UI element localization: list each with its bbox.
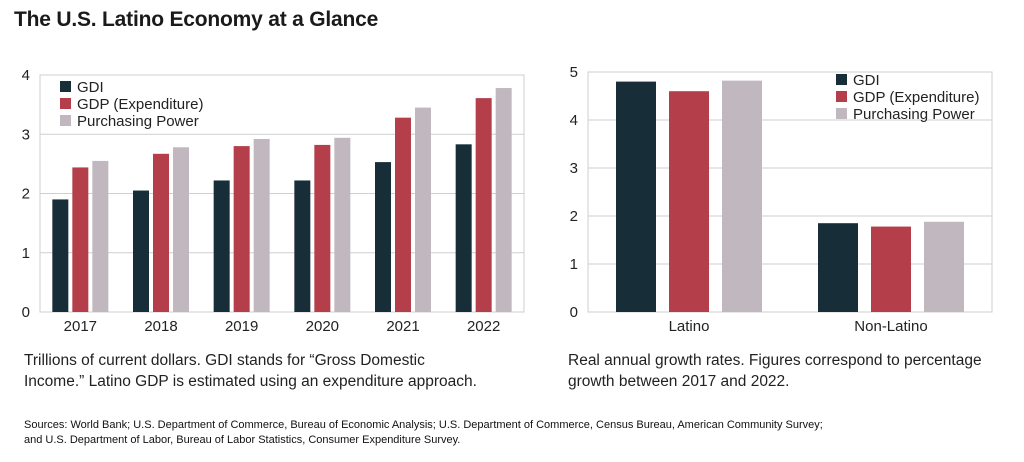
bar: [871, 226, 911, 312]
x-tick-label: Non-Latino: [854, 318, 927, 335]
plot-frame: [587, 71, 993, 313]
bar: [495, 88, 512, 312]
y-tick-label: 3: [570, 160, 578, 177]
caption-line: Income.” Latino GDP is estimated using a…: [24, 373, 477, 390]
y-tick-label: 5: [570, 64, 578, 81]
sources-note: Sources: World Bank; U.S. Department of …: [24, 418, 924, 448]
chart-trillions-caption: Trillions of current dollars. GDI stands…: [24, 350, 524, 392]
bar: [722, 80, 762, 312]
page-title: The U.S. Latino Economy at a Glance: [14, 8, 379, 31]
x-tick-label: 2018: [144, 318, 177, 335]
bar: [294, 180, 311, 312]
chart-growth-caption: Real annual growth rates. Figures corres…: [568, 350, 1008, 392]
y-tick-label: 2: [22, 186, 30, 203]
bar: [415, 107, 431, 313]
legend-label: GDP (Expenditure): [853, 89, 979, 106]
bar: [616, 81, 656, 312]
bar: [924, 221, 964, 312]
caption-line: Trillions of current dollars. GDI stands…: [24, 352, 425, 369]
y-tick-label: 4: [570, 112, 578, 129]
legend-label: GDI: [853, 72, 880, 89]
y-tick-label: 1: [22, 245, 30, 262]
bar: [314, 144, 331, 312]
bar: [375, 162, 391, 312]
caption-line: growth between 2017 and 2022.: [568, 373, 790, 390]
bar: [334, 137, 351, 312]
bar: [133, 190, 149, 312]
sources-line: Sources: World Bank; U.S. Department of …: [24, 419, 823, 431]
y-tick-label: 0: [22, 304, 30, 321]
legend-swatch: [60, 115, 71, 126]
caption-line: Real annual growth rates. Figures corres…: [568, 352, 982, 369]
y-tick-label: 2: [570, 208, 578, 225]
y-tick-label: 1: [570, 256, 578, 273]
plot-frame: [39, 74, 525, 313]
bar: [52, 199, 69, 312]
x-tick-label: 2020: [306, 318, 339, 335]
bar: [233, 146, 250, 312]
legend-swatch: [836, 108, 847, 119]
legend-swatch: [836, 74, 847, 85]
bar: [818, 223, 858, 312]
legend-label: Purchasing Power: [853, 106, 975, 123]
legend-label: GDP (Expenditure): [77, 96, 203, 113]
legend-swatch: [836, 91, 847, 102]
bar: [669, 91, 709, 312]
bar: [213, 180, 230, 312]
y-tick-label: 3: [22, 126, 30, 143]
sources-line: and U.S. Department of Labor, Bureau of …: [24, 434, 461, 446]
bar: [153, 153, 169, 312]
legend-label: GDI: [77, 79, 104, 96]
x-tick-label: Latino: [669, 318, 710, 335]
x-tick-label: 2017: [64, 318, 97, 335]
bar: [395, 117, 411, 312]
x-tick-label: 2022: [467, 318, 500, 335]
y-tick-label: 4: [22, 67, 30, 84]
legend-swatch: [60, 98, 71, 109]
bar: [173, 147, 189, 312]
bar: [475, 98, 492, 312]
bar: [455, 144, 472, 312]
legend-swatch: [60, 81, 71, 92]
bar: [253, 138, 270, 312]
x-tick-label: 2021: [386, 318, 419, 335]
legend-label: Purchasing Power: [77, 113, 199, 130]
x-tick-label: 2019: [225, 318, 258, 335]
y-tick-label: 0: [570, 304, 578, 321]
bar: [92, 160, 109, 312]
bar: [72, 167, 89, 312]
